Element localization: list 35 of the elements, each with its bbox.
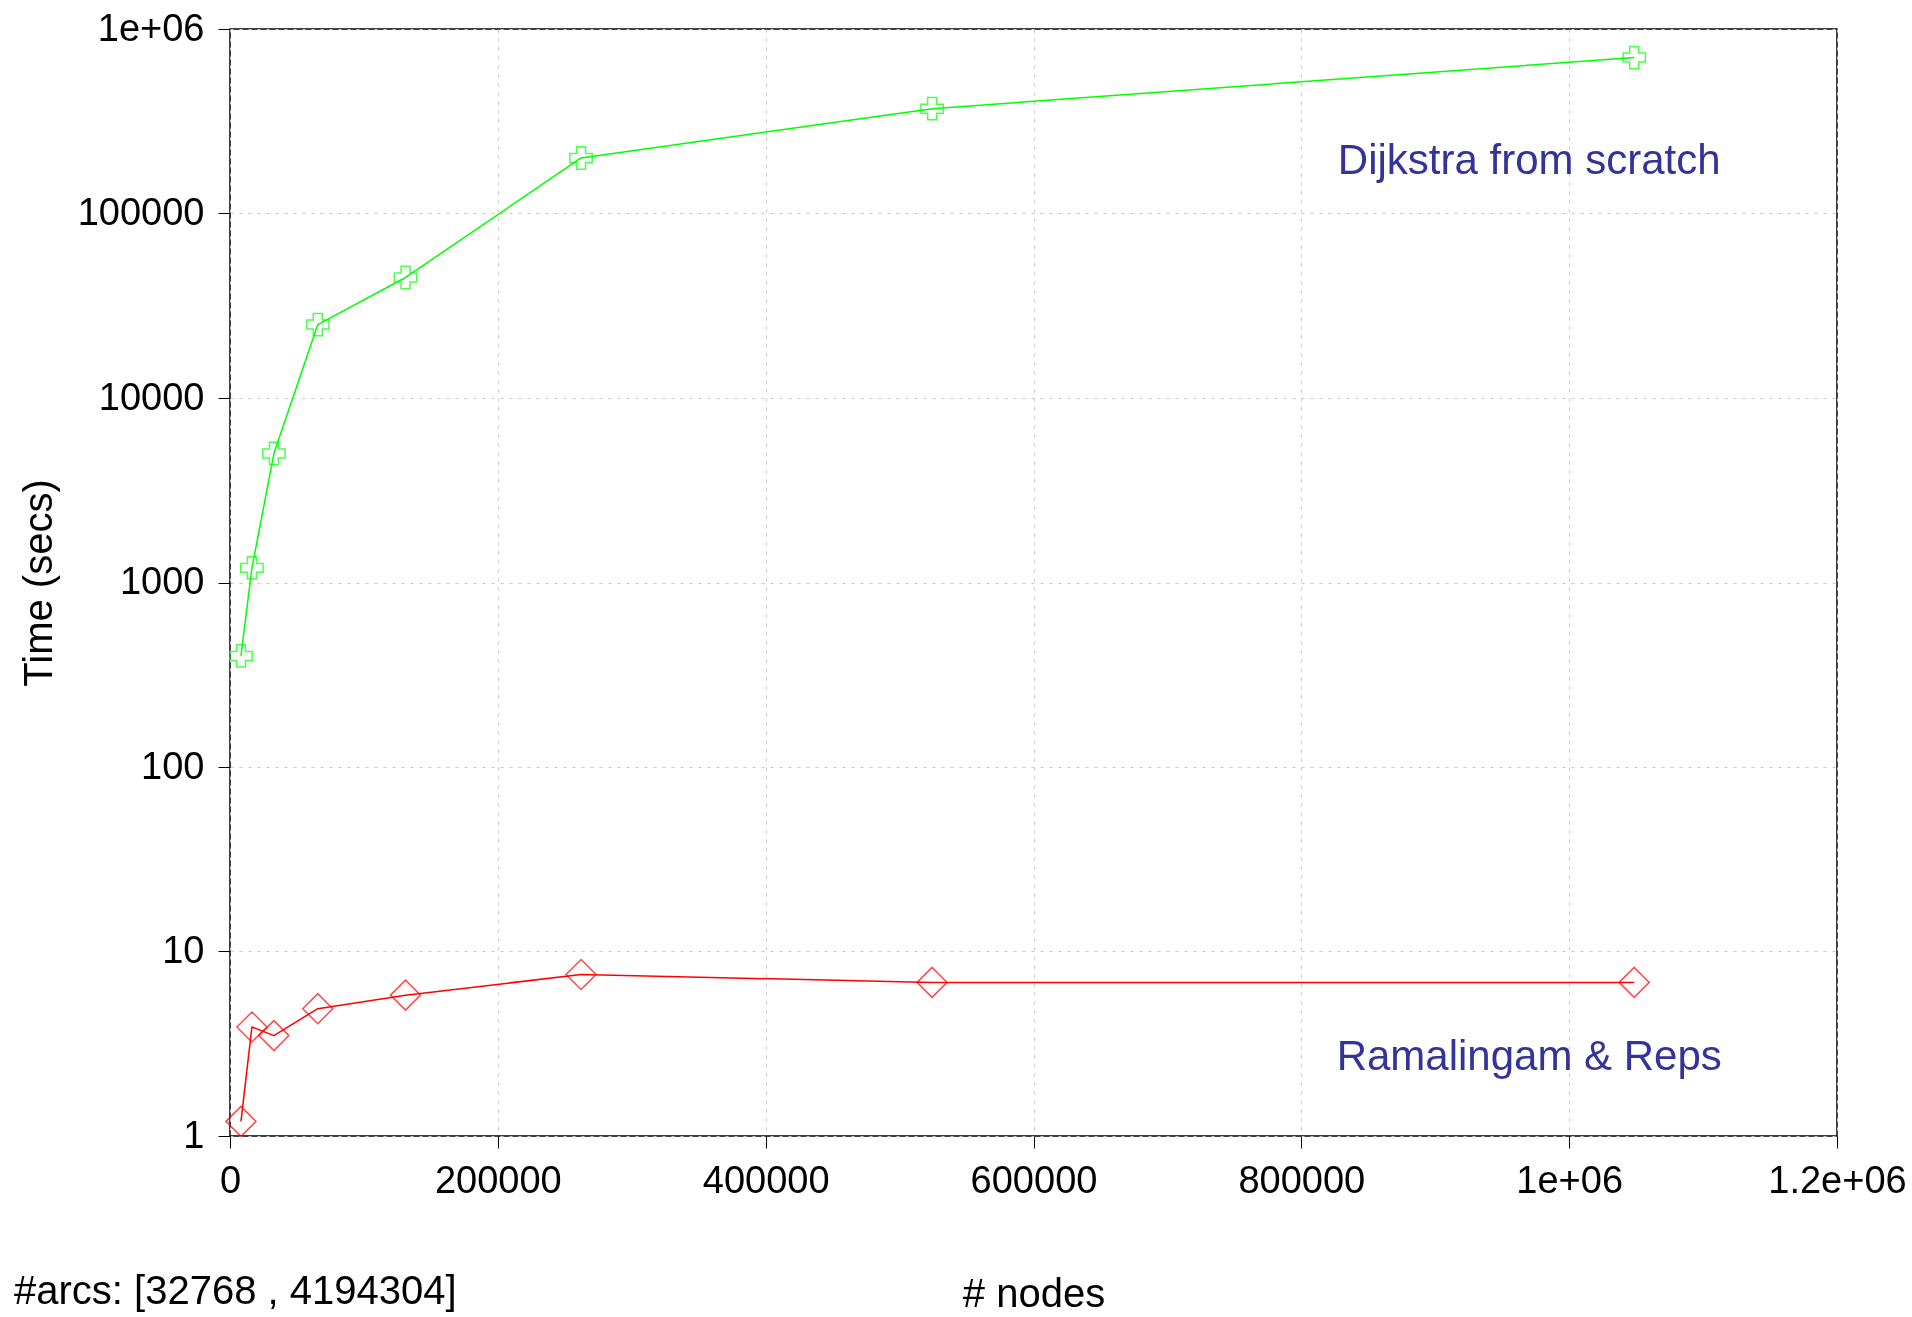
- y-tick-label: 100: [141, 744, 205, 787]
- series-label: Dijkstra from scratch: [1337, 135, 1721, 183]
- y-axis-title: Time (secs): [15, 479, 60, 687]
- text: #arcs: [32768 , 4194304]: [14, 1268, 457, 1313]
- series-label: Ramalingam & Reps: [1336, 1032, 1722, 1080]
- point: [565, 958, 597, 991]
- y-tick-label: 1000: [119, 560, 205, 602]
- x-tick-label: 0: [219, 1158, 242, 1201]
- point: [302, 992, 334, 1025]
- x-tick-label: 600000: [970, 1158, 1098, 1201]
- x-tick-label: 1.2e+06: [1768, 1158, 1907, 1201]
- x-tick-label: 800000: [1238, 1158, 1366, 1201]
- point: [229, 643, 253, 668]
- y-tick-label: 1: [183, 1113, 205, 1156]
- point: [1618, 966, 1650, 999]
- y-tick-label: 1e+06: [97, 6, 205, 49]
- point: [305, 312, 330, 337]
- point: [920, 96, 945, 121]
- y-tick-label: 10: [162, 929, 205, 971]
- x-tick-label: 200000: [434, 1158, 562, 1201]
- point: [916, 966, 948, 999]
- point: [236, 1011, 268, 1043]
- x-tick-label: 1e+06: [1516, 1158, 1624, 1201]
- x-tick-label: 400000: [702, 1158, 830, 1201]
- point: [393, 265, 418, 290]
- point: [1622, 45, 1647, 70]
- point: [261, 441, 286, 466]
- point: [240, 555, 264, 580]
- point: [569, 146, 593, 170]
- y-tick-label: 100000: [77, 191, 205, 233]
- y-tick-label: 10000: [98, 375, 205, 418]
- point: [389, 979, 422, 1011]
- point: [225, 1105, 257, 1138]
- x-axis-title: # nodes: [962, 1270, 1106, 1315]
- point: [258, 1019, 290, 1052]
